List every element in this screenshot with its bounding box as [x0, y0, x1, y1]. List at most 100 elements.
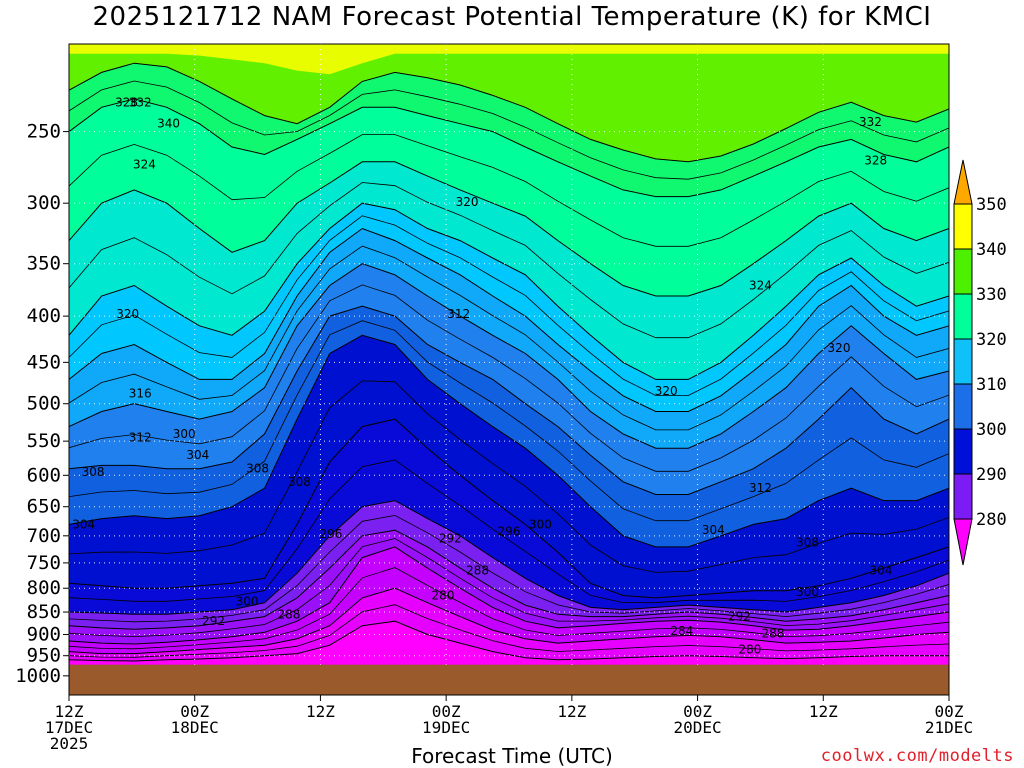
band-theta-332 — [69, 44, 949, 162]
contour-label: 288 — [762, 627, 785, 641]
colorbar-segment — [953, 473, 973, 520]
x-tick-label: 00Z — [180, 702, 209, 721]
contour-label: 304 — [702, 523, 725, 537]
y-tick-label: 950 — [27, 645, 61, 667]
isentrope-308 — [69, 305, 949, 495]
x-tick-label: 20DEC — [673, 718, 721, 737]
y-tick-label: 650 — [27, 496, 61, 518]
contour-label: 288 — [466, 564, 489, 578]
contour-label: 312 — [447, 307, 470, 321]
colorbar-segment — [953, 428, 973, 475]
contour-label: 300 — [796, 585, 819, 599]
isentrope-282 — [69, 604, 949, 658]
band-theta-cap — [69, 44, 949, 75]
contour-label: 324 — [133, 158, 156, 172]
contour-label: 308 — [246, 462, 269, 476]
isentrope-280 — [69, 620, 949, 662]
colorbar-label: 310 — [976, 375, 1007, 395]
y-tick-label: 800 — [27, 577, 61, 599]
contour-label: 280 — [432, 589, 455, 603]
y-tick-label: 550 — [27, 430, 61, 452]
contour-label: 300 — [236, 595, 259, 609]
colorbar-label: 340 — [976, 240, 1007, 260]
plot-frame — [68, 43, 950, 696]
colorbar-arrow-bottom — [953, 518, 973, 566]
isentrope-332 — [69, 62, 949, 163]
isentrope-316 — [69, 227, 949, 412]
contour-label: 308 — [796, 535, 819, 549]
surface-terrain — [69, 664, 949, 695]
chart-title: 2025121712 NAM Forecast Potential Temper… — [92, 2, 932, 32]
colorbar-label: 300 — [976, 420, 1007, 440]
contour-label: 292 — [728, 610, 751, 624]
isentrope-322 — [69, 182, 949, 339]
x-tick-label: 12Z — [55, 702, 84, 721]
contour-label: 300 — [529, 517, 552, 531]
contour-label: 280 — [738, 642, 761, 656]
contour-label: 308 — [288, 475, 311, 489]
colorbar-segment — [953, 383, 973, 430]
isentrope-318 — [69, 215, 949, 396]
contour-label: 288 — [278, 607, 301, 621]
contour-label: 308 — [82, 465, 105, 479]
contour-label: 304 — [186, 448, 209, 462]
contour-label: 324 — [749, 279, 772, 293]
y-tick-label: 700 — [27, 525, 61, 547]
x-tick-label: 00Z — [935, 702, 964, 721]
isentrope-290 — [69, 538, 949, 638]
contour-label: 332 — [129, 95, 152, 109]
x-tick-label: 19DEC — [422, 718, 470, 737]
contour-label: 312 — [749, 481, 772, 495]
isentrope-320 — [69, 202, 949, 380]
y-tick-label: 400 — [27, 305, 61, 327]
x-tick-label: 18DEC — [171, 718, 219, 737]
x-tick-label: 17DEC — [45, 718, 93, 737]
y-tick-label: 350 — [27, 253, 61, 275]
contour-label: 292 — [439, 532, 462, 546]
isentrope-330 — [69, 80, 949, 180]
contour-label: 340 — [157, 117, 180, 131]
contour-label: 296 — [319, 527, 342, 541]
y-tick-label: 850 — [27, 601, 61, 623]
colorbar-label: 350 — [976, 195, 1007, 215]
y-tick-label: 500 — [27, 393, 61, 415]
contour-label: 320 — [655, 384, 678, 398]
x-tick-label: 2025 — [50, 734, 89, 753]
colorbar: 350 340 330 320 310 300 290 280 — [953, 159, 1007, 566]
y-tick-label: 250 — [27, 121, 61, 143]
y-tick-label: 900 — [27, 623, 61, 645]
isentrope-294 — [69, 514, 949, 623]
y-tick-label: 450 — [27, 351, 61, 373]
colorbar-label: 320 — [976, 330, 1007, 350]
isentrope-296 — [69, 500, 949, 615]
y-tick-label: 300 — [27, 192, 61, 214]
isentrope-298 — [69, 459, 949, 604]
contour-label: 292 — [202, 614, 225, 628]
contour-label: 320 — [116, 307, 139, 321]
contour-label: 332 — [859, 115, 882, 129]
x-axis-title: Forecast Time (UTC) — [411, 744, 613, 768]
colorbar-segment — [953, 203, 973, 250]
contour-label: 328 — [115, 95, 138, 109]
contour-label: 312 — [129, 431, 152, 445]
credit-link[interactable]: coolwx.com/modelts — [820, 746, 1014, 766]
isentrope-288 — [69, 546, 949, 645]
contour-label: 320 — [456, 195, 479, 209]
isentrope-304 — [69, 334, 949, 548]
isentrope-324 — [69, 161, 949, 297]
isentrope-328 — [69, 98, 949, 198]
y-tick-label: 1000 — [15, 665, 61, 687]
x-tick-label: 00Z — [683, 702, 712, 721]
isentrope-326 — [69, 134, 949, 247]
contour-label: 316 — [129, 386, 152, 400]
contour-label: 328 — [864, 153, 887, 167]
surface-fill — [69, 664, 949, 695]
colorbar-segment — [953, 293, 973, 340]
isentrope-286 — [69, 567, 949, 650]
contour-label: 296 — [498, 524, 521, 538]
isentrope-314 — [69, 245, 949, 431]
contour-label: 304 — [869, 564, 892, 578]
x-tick-label: 12Z — [809, 702, 838, 721]
